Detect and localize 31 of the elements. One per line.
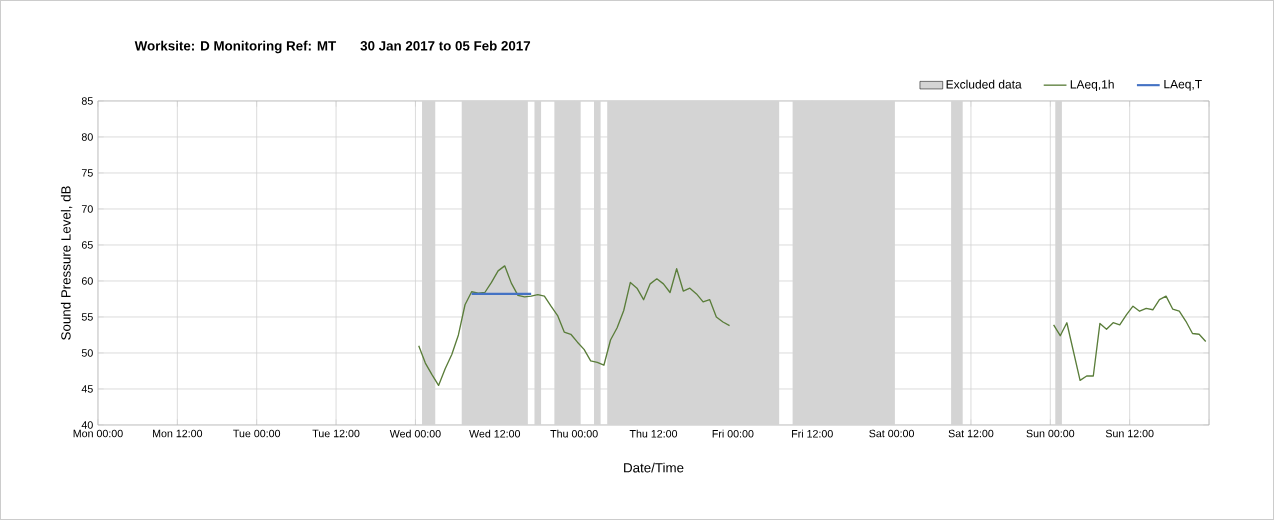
x-tick-label: Wed 00:00 — [389, 429, 441, 438]
legend-label: LAeq,T — [1164, 80, 1202, 91]
x-tick-label: Thu 12:00 — [629, 429, 678, 438]
legend-label: Excluded data — [946, 79, 1022, 89]
y-tick-label: 50 — [81, 349, 93, 357]
y-tick-label: 85 — [81, 97, 93, 105]
x-tick-label: Tue 12:00 — [312, 429, 360, 438]
chart-title: Worksite: D Monitoring Ref: MT — [134, 40, 337, 54]
x-tick-label: Sat 12:00 — [948, 429, 994, 438]
y-tick-label: 60 — [81, 277, 93, 285]
y-axis-title: Sound Pressure Level, dB — [60, 186, 73, 340]
x-tick-label: Thu 00:00 — [550, 429, 598, 438]
x-tick-label: Wed 12:00 — [469, 429, 521, 438]
legend-label: LAeq,1h — [1070, 79, 1114, 92]
x-tick-label: Sat 00:00 — [869, 429, 915, 438]
x-tick-label: Mon 12:00 — [153, 429, 203, 438]
x-tick-label: Fri 00:00 — [712, 429, 754, 438]
x-tick-label: Mon 00:00 — [73, 429, 123, 438]
y-tick-label: 55 — [81, 313, 93, 321]
y-tick-label: 45 — [81, 385, 93, 393]
chart-subtitle: 30 Jan 2017 to 05 Feb 2017 — [360, 40, 531, 51]
x-axis-title: Date/Time — [624, 462, 684, 473]
y-tick-label: 70 — [81, 205, 93, 213]
x-tick-label: Fri 12:00 — [792, 429, 833, 438]
x-tick-label: Sun 12:00 — [1105, 429, 1154, 438]
x-tick-label: Tue 00:00 — [233, 429, 281, 438]
x-tick-label: Sun 00:00 — [1026, 429, 1075, 438]
y-tick-label: 75 — [81, 169, 93, 177]
y-tick-label: 65 — [81, 241, 93, 249]
y-tick-label: 80 — [81, 133, 93, 141]
y-tick-label: 40 — [81, 421, 93, 429]
